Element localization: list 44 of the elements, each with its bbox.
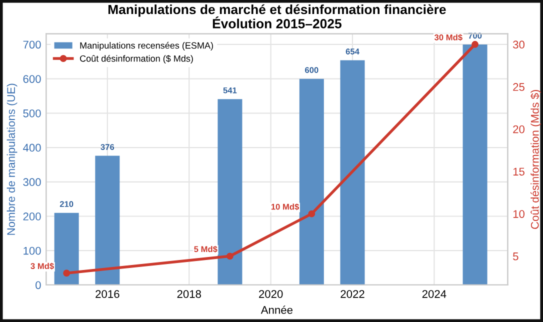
x-tick-label: 2016	[96, 290, 120, 298]
x-tick-label: 2024	[422, 290, 446, 298]
y-tick-label: 500	[23, 109, 41, 118]
y2-tick-label: 25	[513, 83, 524, 91]
y-axis-title: Nombre de manipulations (UE)	[6, 84, 18, 235]
data-label: 10 Md$	[271, 203, 300, 210]
y-tick-label: 100	[24, 246, 41, 255]
point	[472, 40, 478, 48]
data-label: 210	[60, 201, 74, 208]
y2-axis-title: Coût désinformation (Mds $)	[530, 90, 541, 229]
y-tick-label: 600	[23, 75, 41, 83]
chart-title: Manipulations de marché et désinformation financière Évolution 2015–2025	[108, 4, 446, 28]
y2-tick-label: 10	[513, 210, 524, 218]
data-label: 3 Md$	[30, 262, 54, 270]
x-tick-label: 2018	[177, 290, 201, 298]
data-label: 376	[100, 144, 114, 150]
bar	[54, 212, 79, 285]
y-tick-label: 700	[23, 40, 41, 49]
legend-label: Coût désinformation ($ Mds)	[80, 54, 193, 64]
data-label: 541	[223, 87, 237, 94]
x-tick-label: 2020	[259, 290, 283, 298]
y-tick-label: 200	[23, 212, 41, 220]
bar	[462, 44, 488, 285]
y2-tick-label: 20	[513, 125, 524, 134]
x-tick-label: 2022	[340, 290, 364, 298]
point	[63, 270, 70, 277]
bar	[299, 78, 324, 285]
data-label: 30 Md$	[434, 34, 462, 41]
y-tick-label: 0	[36, 281, 41, 290]
bar	[340, 60, 365, 285]
legend-label: Manipulations recensées (ESMA)	[80, 42, 213, 50]
data-label: 5 Md$	[194, 246, 218, 253]
y-tick-label: 400	[23, 144, 41, 152]
bar	[95, 156, 120, 285]
data-label: 654	[346, 48, 360, 54]
point	[308, 210, 316, 218]
y-tick-label: 300	[23, 178, 41, 186]
y2-tick-label: 5	[513, 252, 518, 260]
point	[226, 252, 234, 260]
y2-tick-label: 30	[512, 40, 524, 49]
x-axis-title: Année	[260, 306, 292, 314]
bar	[218, 99, 242, 285]
data-label: 600	[305, 67, 318, 74]
y2-tick-label: 15	[513, 168, 524, 176]
